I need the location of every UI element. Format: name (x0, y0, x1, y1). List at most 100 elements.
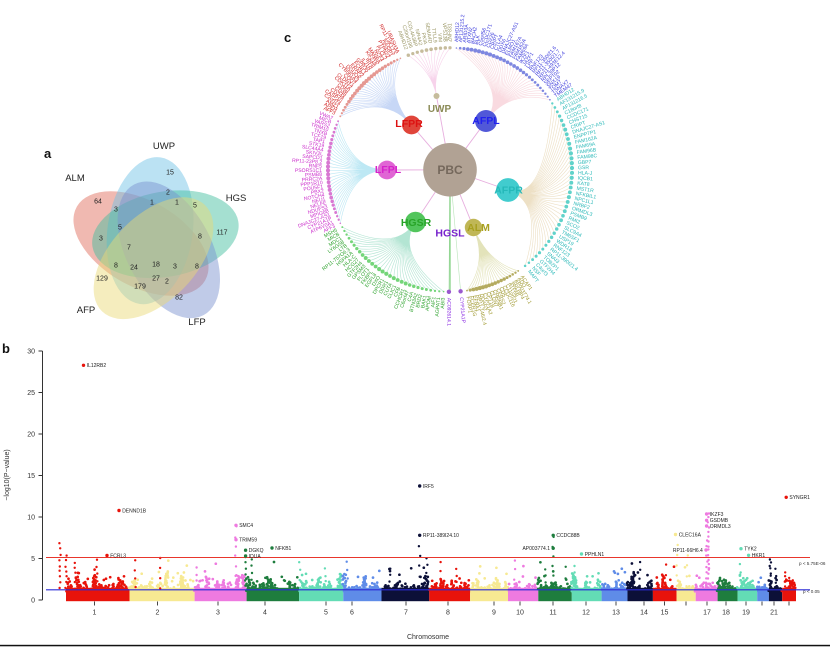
svg-text:KAT8: KAT8 (577, 181, 590, 188)
svg-text:PRRC2A: PRRC2A (301, 176, 323, 183)
svg-text:TRIM59: TRIM59 (239, 538, 257, 544)
svg-text:5: 5 (118, 225, 122, 232)
svg-text:117: 117 (216, 230, 227, 237)
svg-text:FAM162A: FAM162A (575, 135, 599, 146)
svg-text:IDUA: IDUA (249, 554, 262, 560)
svg-text:IQCB1: IQCB1 (577, 176, 593, 183)
svg-text:7: 7 (127, 245, 131, 252)
svg-text:FOXP1: FOXP1 (464, 296, 472, 314)
svg-text:MST1R: MST1R (576, 186, 594, 195)
svg-text:18: 18 (152, 262, 160, 269)
svg-text:UWP: UWP (153, 141, 175, 152)
svg-text:8: 8 (446, 610, 450, 617)
svg-text:SLC44A4: SLC44A4 (301, 144, 324, 153)
svg-text:CUTA: CUTA (383, 282, 395, 297)
svg-text:BAK1: BAK1 (420, 295, 428, 309)
svg-text:TTLL9: TTLL9 (430, 28, 438, 43)
svg-text:SAPCD1: SAPCD1 (302, 154, 323, 162)
svg-text:CCDC88B: CCDC88B (556, 533, 580, 539)
svg-text:TNXB: TNXB (313, 128, 328, 138)
svg-text:SCO2: SCO2 (565, 220, 580, 231)
svg-text:24: 24 (130, 265, 138, 272)
svg-text:BLK: BLK (474, 34, 482, 45)
svg-text:VARS2: VARS2 (313, 118, 331, 129)
svg-text:20: 20 (27, 432, 35, 439)
svg-text:7: 7 (404, 610, 408, 617)
svg-text:DGKQ: DGKQ (249, 548, 264, 554)
svg-text:NELFE: NELFE (310, 200, 328, 210)
svg-text:NSF: NSF (530, 266, 541, 278)
svg-text:BRD2: BRD2 (415, 294, 424, 309)
svg-text:8: 8 (198, 234, 202, 241)
svg-text:RP11-66H6.4: RP11-66H6.4 (673, 548, 703, 554)
svg-text:ARID3A: ARID3A (462, 23, 470, 43)
svg-text:VIM: VIM (436, 33, 443, 42)
svg-text:LFPL: LFPL (375, 164, 402, 176)
svg-text:BTN3A2: BTN3A2 (409, 292, 420, 312)
svg-text:POU5F1: POU5F1 (303, 184, 324, 193)
svg-text:LPP: LPP (525, 58, 536, 70)
svg-text:NDUFS3: NDUFS3 (307, 204, 328, 216)
svg-text:ABHD12: ABHD12 (454, 22, 461, 42)
svg-text:NRBF2: NRBF2 (573, 201, 591, 211)
svg-text:PSMB9: PSMB9 (569, 211, 587, 223)
svg-text:AC092614.1: AC092614.1 (445, 298, 451, 327)
svg-text:64: 64 (94, 199, 102, 206)
svg-text:25: 25 (27, 390, 35, 397)
svg-text:GSDMB: GSDMB (710, 518, 729, 524)
svg-text:p < 0.05: p < 0.05 (803, 589, 820, 594)
svg-text:3: 3 (173, 264, 177, 271)
svg-text:DXO: DXO (371, 275, 382, 288)
svg-text:RP11-23P8.2: RP11-23P8.2 (292, 158, 323, 166)
svg-text:AFF3: AFF3 (322, 106, 336, 117)
svg-text:ATXN2: ATXN2 (466, 27, 474, 44)
svg-text:PBC: PBC (437, 163, 463, 177)
svg-text:SMC4: SMC4 (239, 523, 253, 529)
svg-text:CD226: CD226 (486, 32, 496, 49)
svg-text:APOM: APOM (425, 296, 433, 312)
svg-text:IKZF3: IKZF3 (710, 512, 724, 518)
svg-text:ZNF831: ZNF831 (447, 23, 453, 42)
svg-text:EFNA1: EFNA1 (471, 295, 480, 312)
svg-text:SKIV2L: SKIV2L (305, 149, 323, 157)
svg-text:LFP: LFP (188, 317, 205, 328)
svg-text:CPT1B: CPT1B (485, 291, 496, 309)
svg-text:CTLA4: CTLA4 (493, 34, 504, 51)
svg-text:C5orf56: C5orf56 (478, 27, 488, 46)
svg-text:CD5: CD5 (498, 286, 508, 298)
svg-text:NFKBIL1: NFKBIL1 (575, 191, 597, 201)
svg-text:1: 1 (93, 610, 97, 617)
svg-text:CRIPT: CRIPT (570, 120, 586, 131)
svg-text:27: 27 (152, 276, 160, 283)
svg-text:10: 10 (27, 515, 35, 522)
svg-text:TYK2: TYK2 (744, 547, 757, 553)
svg-text:5: 5 (193, 203, 197, 210)
svg-text:PBX2: PBX2 (311, 188, 325, 196)
svg-text:3: 3 (99, 236, 103, 243)
svg-text:1: 1 (150, 200, 154, 207)
svg-text:NR4A2: NR4A2 (413, 29, 423, 47)
svg-text:LFPR: LFPR (395, 118, 423, 130)
svg-text:NEU1: NEU1 (312, 196, 327, 205)
svg-text:VWA7: VWA7 (318, 111, 334, 122)
svg-text:10: 10 (516, 610, 524, 617)
svg-text:FAM96B: FAM96B (576, 147, 597, 156)
svg-text:82: 82 (175, 295, 183, 302)
svg-text:CLEC16A: CLEC16A (679, 532, 702, 538)
svg-text:TCF19: TCF19 (310, 132, 327, 142)
svg-text:Chromosome: Chromosome (407, 634, 449, 641)
svg-text:4: 4 (263, 610, 267, 617)
svg-text:21: 21 (770, 610, 778, 617)
svg-text:NPC1L1: NPC1L1 (574, 196, 594, 206)
svg-text:PSORS1C1: PSORS1C1 (295, 168, 322, 174)
svg-text:TAP1: TAP1 (312, 137, 326, 146)
svg-text:5: 5 (31, 556, 35, 563)
svg-text:ADO: ADO (516, 276, 527, 289)
svg-text:0: 0 (31, 598, 35, 605)
svg-text:19: 19 (742, 610, 750, 617)
svg-text:GBP7: GBP7 (578, 159, 592, 166)
svg-text:ORMDL3: ORMDL3 (710, 524, 731, 530)
svg-text:11: 11 (549, 610, 556, 617)
svg-text:UWP: UWP (428, 104, 452, 115)
svg-text:15: 15 (27, 473, 35, 480)
